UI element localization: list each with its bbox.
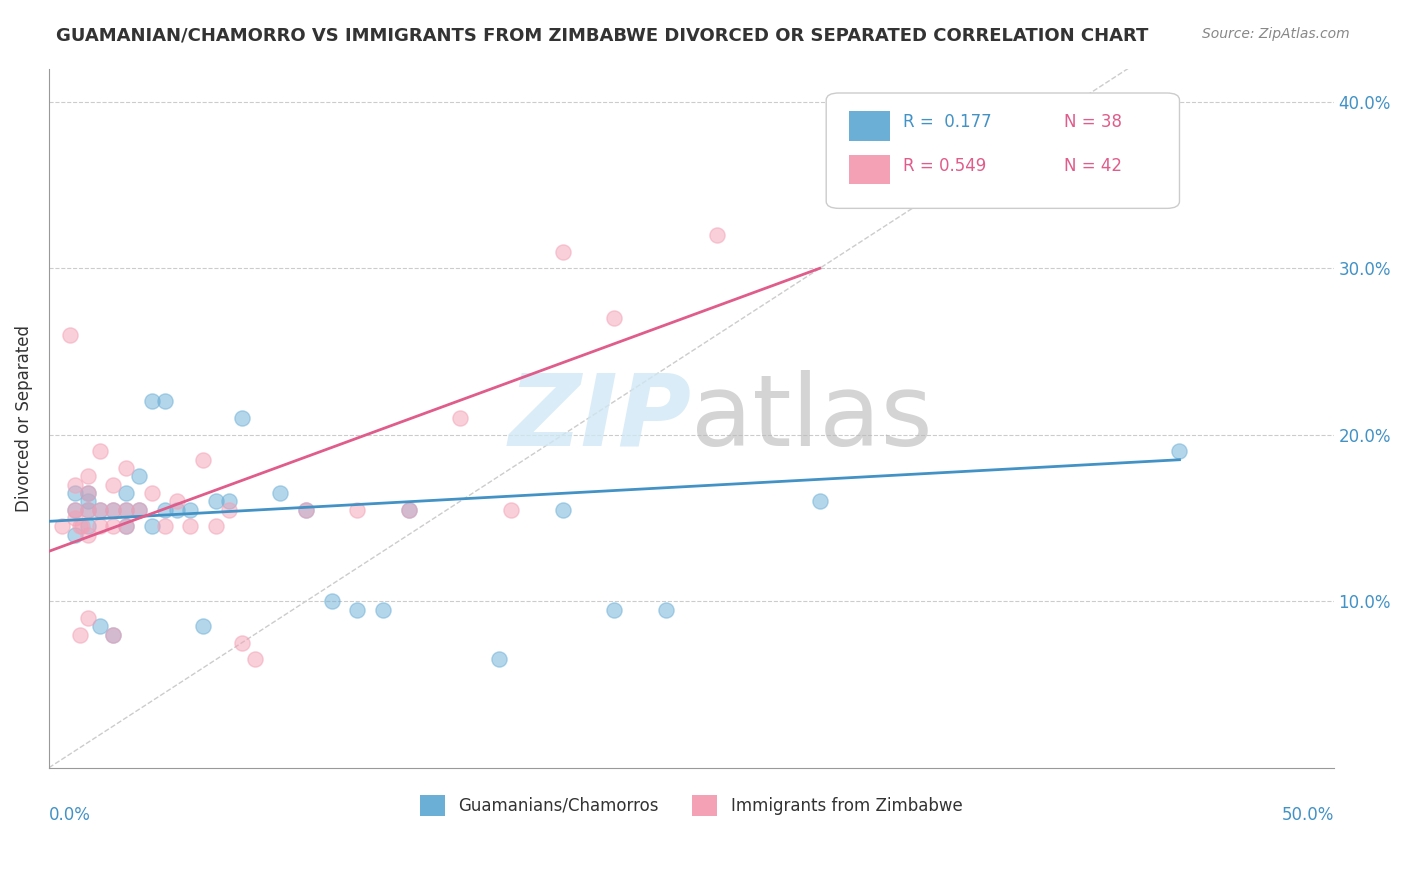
Point [76,502,98,516]
Point [191,452,214,467]
Text: GUAMANIAN/CHAMORRO VS IMMIGRANTS FROM ZIMBABWE DIVORCED OR SEPARATED CORRELATION: GUAMANIAN/CHAMORRO VS IMMIGRANTS FROM ZI… [56,27,1149,45]
Point [76,502,98,516]
Point [654,602,676,616]
Text: ZIP: ZIP [509,369,692,467]
Point [1168,444,1191,458]
Point [449,411,471,425]
Point [76,494,98,508]
Point [166,494,188,508]
Point [58,327,80,342]
Point [103,519,125,533]
Point [191,619,214,633]
Point [115,486,138,500]
Point [603,602,626,616]
Point [243,652,266,666]
Text: R =  0.177: R = 0.177 [903,113,991,131]
Point [63,502,86,516]
Point [128,469,150,483]
Point [179,502,201,516]
Point [103,502,125,516]
Text: 50.0%: 50.0% [1281,806,1334,824]
Point [69,519,91,533]
Point [205,519,228,533]
Point [89,444,111,458]
Point [76,527,98,541]
Point [115,519,138,533]
Point [706,227,728,242]
Point [103,627,125,641]
Point [269,486,291,500]
Point [76,611,98,625]
Point [63,511,86,525]
Point [551,244,574,259]
Point [153,502,176,516]
Point [153,394,176,409]
Point [63,477,86,491]
Point [72,519,94,533]
Legend: Guamanians/Chamorros, Immigrants from Zimbabwe: Guamanians/Chamorros, Immigrants from Zi… [413,789,969,822]
Point [63,502,86,516]
Point [115,519,138,533]
Point [153,519,176,533]
Point [69,627,91,641]
Point [321,594,343,608]
Point [115,461,138,475]
Point [103,627,125,641]
Point [398,502,420,516]
Text: atlas: atlas [692,369,934,467]
Point [76,486,98,500]
Point [63,486,86,500]
Point [89,502,111,516]
Point [128,502,150,516]
Text: Source: ZipAtlas.com: Source: ZipAtlas.com [1202,27,1350,41]
Point [295,502,318,516]
FancyBboxPatch shape [849,112,890,141]
Point [218,494,240,508]
Point [231,411,253,425]
Point [295,502,318,516]
Text: N = 42: N = 42 [1064,157,1122,175]
Point [103,502,125,516]
Point [141,394,163,409]
Point [808,494,831,508]
Point [115,502,138,516]
Point [231,636,253,650]
Point [76,469,98,483]
Point [141,519,163,533]
Point [51,519,73,533]
Point [103,477,125,491]
FancyBboxPatch shape [849,154,890,184]
Point [398,502,420,516]
Point [346,502,368,516]
FancyBboxPatch shape [827,93,1180,209]
Point [115,502,138,516]
Point [89,619,111,633]
Point [76,519,98,533]
Point [603,311,626,326]
Text: 0.0%: 0.0% [49,806,91,824]
Point [89,502,111,516]
Point [76,486,98,500]
Point [488,652,510,666]
Text: N = 38: N = 38 [1064,113,1122,131]
Point [205,494,228,508]
Point [218,502,240,516]
Point [166,502,188,516]
Text: R = 0.549: R = 0.549 [903,157,987,175]
Point [89,519,111,533]
Point [551,502,574,516]
Point [501,502,523,516]
Point [63,527,86,541]
Point [346,602,368,616]
Point [371,602,394,616]
Point [128,502,150,516]
Point [179,519,201,533]
Y-axis label: Divorced or Separated: Divorced or Separated [15,325,32,512]
Point [141,486,163,500]
